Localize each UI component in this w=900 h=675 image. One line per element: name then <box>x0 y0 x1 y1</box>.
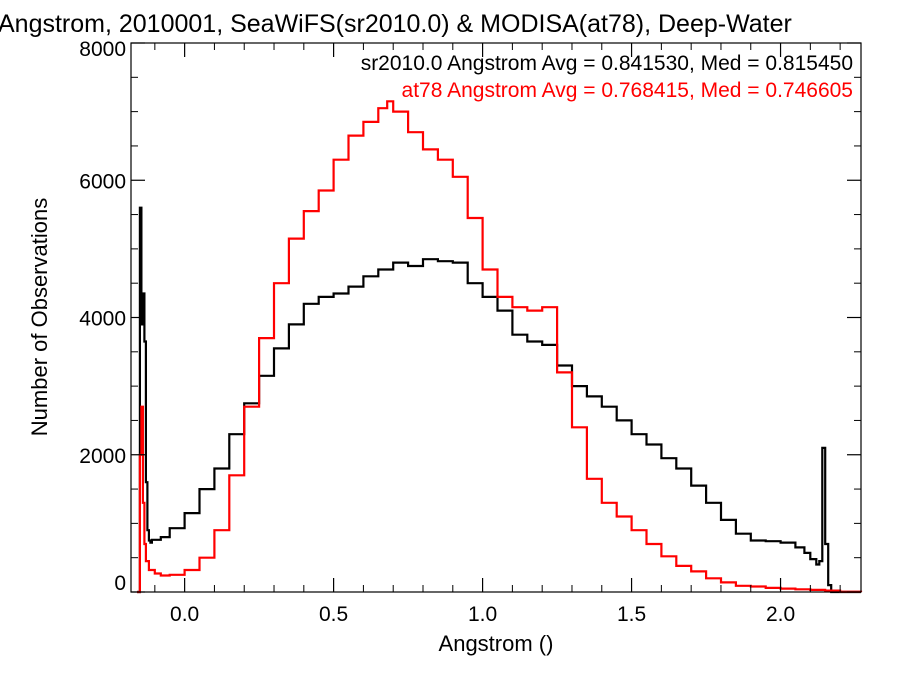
y-tick-label: 2000 <box>79 445 126 468</box>
x-tick-label: 1.5 <box>617 603 646 626</box>
y-axis-label: Number of Observations <box>27 198 52 436</box>
series-lines <box>137 100 863 594</box>
x-axis-ticks: 0.0 0.5 1.0 1.5 2.0 <box>154 43 841 626</box>
x-axis-label: Angstrom () <box>439 631 554 656</box>
legend-annotation-1: sr2010.0 Angstrom Avg = 0.841530, Med = … <box>361 52 853 75</box>
legend-annotation-2: at78 Angstrom Avg = 0.768415, Med = 0.74… <box>402 79 853 102</box>
y-axis-ticks: 0 2000 4000 6000 8000 <box>79 38 861 595</box>
y-tick-label: 6000 <box>79 170 126 193</box>
legend: sr2010.0 Angstrom Avg = 0.841530, Med = … <box>361 52 853 102</box>
y-tick-label: 0 <box>114 572 126 595</box>
x-tick-label: 1.0 <box>468 603 497 626</box>
y-tick-label: 8000 <box>79 38 126 61</box>
x-tick-label: 0.5 <box>319 603 348 626</box>
series-line-at78 <box>137 100 863 594</box>
x-tick-label: 0.0 <box>170 603 199 626</box>
x-tick-label: 2.0 <box>766 603 795 626</box>
y-tick-label: 4000 <box>79 308 126 331</box>
chart-title: Angstrom, 2010001, SeaWiFS(sr2010.0) & M… <box>0 10 792 38</box>
series-line-sr2010-0 <box>137 206 861 594</box>
